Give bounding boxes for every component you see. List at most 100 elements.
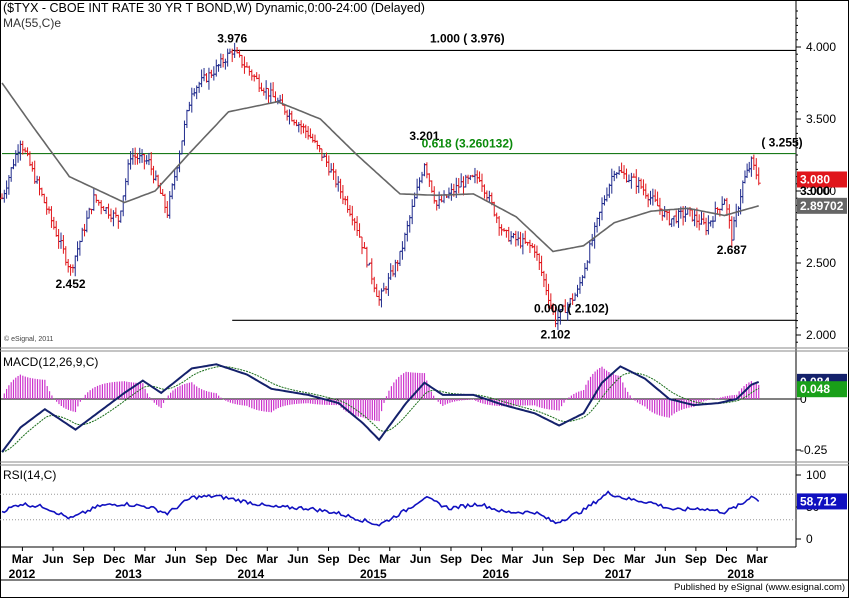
price-bar [400, 241, 405, 260]
price-bar [541, 270, 546, 288]
price-bar [84, 210, 89, 233]
price-bar [391, 265, 396, 277]
price-bar [146, 152, 151, 166]
price-bar [355, 216, 360, 236]
price-pane[interactable]: 4.000 3.500 3.000 2.500 2.000 3.976 1.000 ( 3.… [0, 10, 836, 343]
price-bar [520, 233, 525, 255]
x-month-label: Mar [624, 552, 646, 566]
x-year-label: 2018 [727, 567, 754, 581]
x-month-label: Sep [562, 552, 584, 566]
price-bar [472, 167, 477, 184]
price-bar [534, 245, 539, 261]
price-bar [704, 217, 709, 236]
x-month-label: Dec [471, 552, 493, 566]
rsi-value-badge-text: 58.712 [800, 494, 837, 508]
rsi-pane[interactable]: 100500 [0, 468, 826, 546]
price-value-badge-bg [797, 197, 847, 214]
x-month-label: Dec [103, 552, 125, 566]
price-bar [699, 210, 704, 225]
price-bar [326, 155, 331, 176]
price-bar [480, 173, 484, 192]
price-bar [629, 172, 634, 189]
price-bar [575, 284, 580, 298]
price-value-badge: 2.89702 [797, 197, 847, 214]
price-y-tick-label: 3.000 [806, 184, 836, 198]
price-value-badge-text: 3.080 [800, 172, 830, 186]
price-bar [227, 48, 232, 54]
x-year-label: 2015 [360, 567, 387, 581]
price-bar [121, 195, 126, 217]
price-bar [187, 101, 192, 112]
x-month-label: Sep [73, 552, 95, 566]
price-bar [539, 255, 544, 277]
price-bar [184, 109, 189, 128]
price-y-tick-label: 3.500 [806, 112, 836, 126]
price-bar [420, 171, 424, 184]
price-bar [113, 207, 118, 218]
price-bar [223, 58, 228, 70]
price-bar [315, 140, 320, 150]
price-bar [671, 215, 676, 227]
price-bar [734, 203, 739, 228]
price-bar [218, 53, 223, 69]
price-bar [641, 179, 646, 196]
price-bar [44, 196, 49, 215]
price-bar [706, 215, 711, 235]
price-bar [66, 258, 71, 273]
price-bar [249, 69, 254, 81]
price-bar [573, 292, 578, 301]
price-bar [405, 220, 410, 242]
x-month-label: Mar [746, 552, 768, 566]
price-bar [56, 228, 61, 249]
x-month-label: Mar [134, 552, 156, 566]
x-month-label: Jun [532, 552, 553, 566]
price-y-axis: 4.000 3.500 3.000 2.500 2.000 [796, 10, 836, 343]
price-bar [140, 149, 145, 163]
fib-levels [2, 49, 796, 321]
price-bar [415, 178, 420, 199]
price-bar [37, 176, 42, 196]
price-bar [612, 170, 617, 182]
price-bar [350, 205, 355, 226]
macd-value-badge-bg [797, 381, 847, 398]
macd-histogram [3, 366, 760, 422]
macd-y-axis: 0 -0.25 [796, 392, 828, 457]
price-bar [624, 168, 629, 183]
price-bars [0, 42, 761, 330]
price-bar [577, 276, 582, 294]
price-bar [646, 193, 651, 208]
rsi-value-badge: 58.712 [797, 493, 847, 510]
price-bar [487, 190, 492, 203]
price-bar [357, 223, 362, 238]
price-bar [600, 197, 604, 221]
price-bar [343, 196, 348, 206]
price-bar [360, 236, 364, 255]
price-bar [91, 187, 96, 211]
price-bar [506, 226, 511, 242]
price-bar [740, 180, 745, 204]
price-bar [609, 168, 614, 194]
price-bar [749, 156, 754, 177]
price-y-tick-label: 4.000 [806, 40, 836, 54]
rsi-y-tick-label: 0 [806, 532, 813, 546]
price-bar [9, 167, 14, 182]
x-month-label: Sep [440, 552, 462, 566]
price-value-badge-text: 3.000 [800, 184, 830, 198]
price-bar [163, 193, 168, 214]
price-bar [720, 196, 725, 211]
rsi-y-tick-label: 100 [806, 468, 826, 482]
price-bar [722, 198, 727, 205]
price-bar [225, 48, 230, 67]
macd-pane[interactable]: 0 -0.25 [0, 363, 828, 457]
price-bar [167, 191, 172, 219]
price-value-badge-bg [797, 171, 847, 188]
price-bar [597, 211, 602, 227]
price-annotation: 2.687 [717, 243, 747, 257]
price-bar [160, 188, 165, 196]
price-bar [221, 53, 226, 68]
price-bar [192, 88, 197, 97]
x-month-label: Jun [410, 552, 431, 566]
price-bar [338, 178, 343, 199]
price-bar [530, 243, 535, 249]
